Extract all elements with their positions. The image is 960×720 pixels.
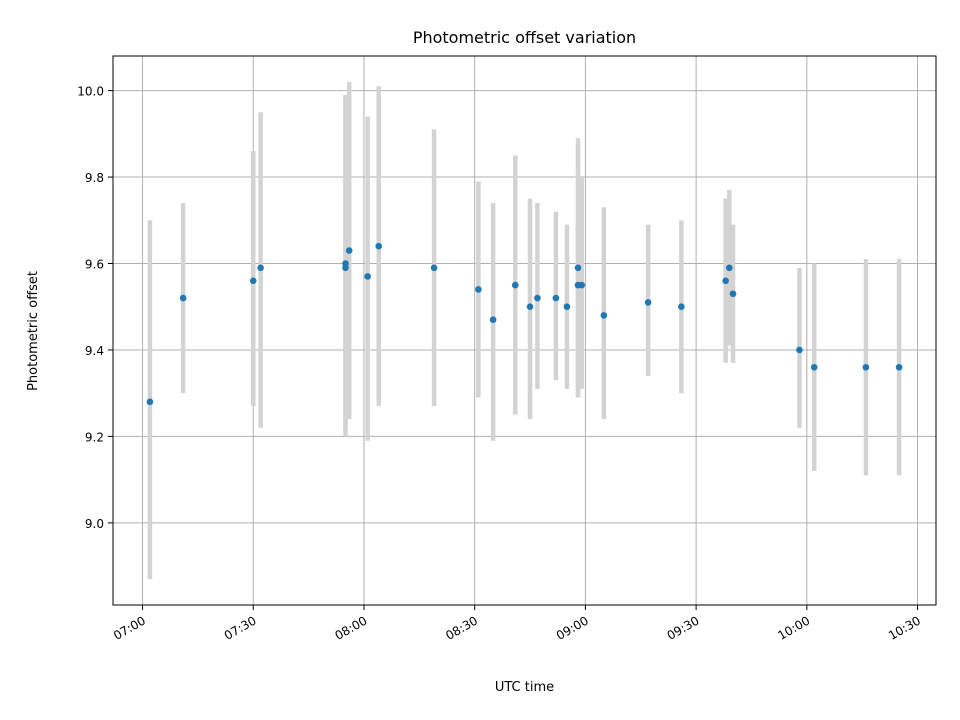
plot-frame (112, 55, 937, 606)
data-point (578, 281, 586, 289)
data-point (644, 299, 652, 306)
data-point (534, 294, 541, 302)
y-tick-label: 9.4 (85, 344, 104, 358)
data-point (364, 273, 371, 280)
data-point (146, 398, 154, 406)
data-point (796, 346, 803, 354)
y-tick-label: 9.2 (85, 430, 104, 444)
data-point (600, 312, 608, 319)
data-point (862, 363, 870, 371)
data-point (375, 242, 383, 250)
data-point (895, 363, 903, 371)
y-tick-label: 10.0 (77, 85, 104, 99)
data-point (179, 294, 187, 302)
y-tick-label: 9.6 (85, 257, 104, 271)
data-point (726, 264, 733, 272)
data-point (810, 363, 818, 371)
data-point (475, 286, 482, 293)
data-point (430, 264, 438, 272)
data-point (722, 277, 729, 285)
data-points (146, 242, 903, 406)
data-point (489, 316, 497, 323)
y-tick-label: 9.0 (85, 517, 104, 531)
data-point (678, 303, 685, 311)
data-point (342, 264, 349, 272)
y-tick-label: 9.8 (85, 171, 104, 185)
data-point (249, 277, 257, 285)
y-axis: 9.0 9.2 9.4 9.6 9.8 10.0 (77, 85, 113, 531)
y-axis-label: Photometric offset (26, 271, 41, 391)
data-point (345, 247, 353, 254)
data-point (729, 290, 737, 298)
x-axis-label: UTC time (495, 680, 554, 695)
chart-title: Photometric offset variation (413, 28, 636, 47)
data-point (526, 303, 534, 311)
data-point (511, 281, 519, 289)
data-point (563, 303, 571, 311)
data-point (257, 264, 264, 272)
data-point (552, 294, 560, 302)
data-point (574, 264, 582, 272)
